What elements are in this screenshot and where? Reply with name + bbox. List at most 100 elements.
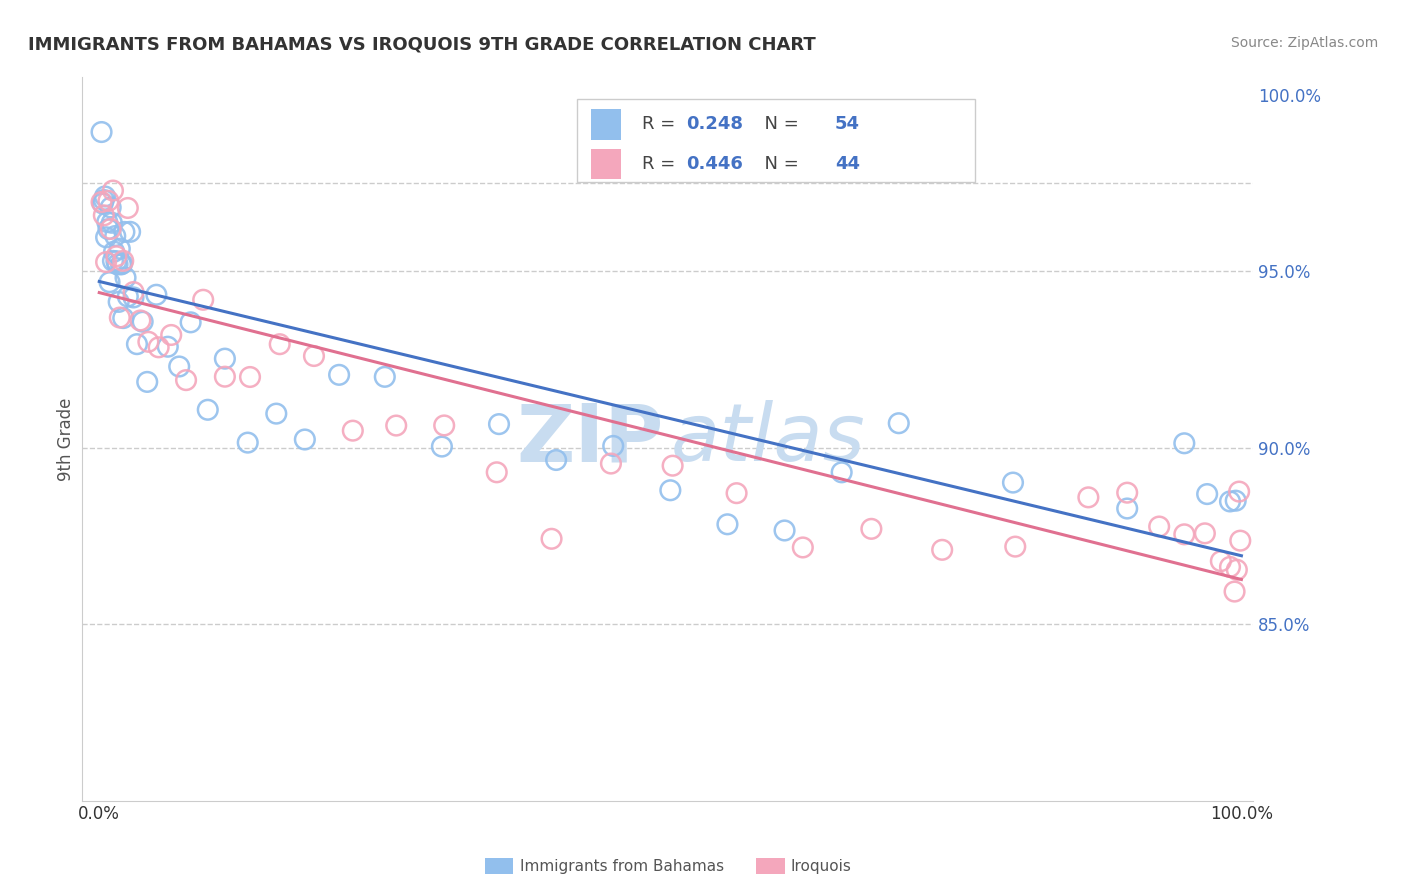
- Point: [1226, 563, 1249, 577]
- Point: [108, 242, 131, 256]
- Point: [1116, 501, 1139, 516]
- Point: [180, 315, 202, 329]
- Point: [1194, 526, 1216, 541]
- Point: [1227, 484, 1250, 499]
- Point: [167, 359, 190, 374]
- Point: [214, 351, 236, 366]
- Point: [197, 402, 219, 417]
- Point: [125, 337, 148, 351]
- FancyBboxPatch shape: [592, 149, 620, 179]
- Point: [716, 517, 738, 532]
- Point: [110, 257, 132, 271]
- Point: [101, 184, 124, 198]
- Point: [1004, 540, 1026, 554]
- Point: [98, 275, 121, 289]
- Point: [661, 458, 683, 473]
- Point: [193, 293, 215, 307]
- Point: [302, 349, 325, 363]
- Point: [1001, 475, 1024, 490]
- Point: [90, 195, 112, 210]
- Text: N =: N =: [754, 115, 804, 134]
- Text: 44: 44: [835, 155, 860, 173]
- Point: [546, 453, 568, 467]
- Y-axis label: 9th Grade: 9th Grade: [58, 397, 75, 481]
- Point: [1229, 533, 1251, 548]
- Point: [1223, 584, 1246, 599]
- Point: [1197, 487, 1219, 501]
- Point: [374, 369, 396, 384]
- Point: [100, 222, 122, 236]
- Point: [105, 254, 128, 268]
- Point: [266, 407, 288, 421]
- Point: [136, 375, 159, 389]
- Point: [860, 522, 883, 536]
- Text: R =: R =: [641, 155, 681, 173]
- Point: [112, 253, 135, 268]
- Point: [1209, 554, 1232, 568]
- Point: [1173, 527, 1195, 541]
- Point: [1219, 560, 1241, 574]
- Point: [100, 201, 122, 215]
- Point: [97, 222, 120, 236]
- Text: 54: 54: [835, 115, 860, 134]
- Point: [342, 424, 364, 438]
- Point: [773, 524, 796, 538]
- Point: [105, 249, 128, 263]
- Point: [117, 289, 139, 303]
- Point: [117, 201, 139, 215]
- Point: [145, 287, 167, 301]
- Text: IMMIGRANTS FROM BAHAMAS VS IROQUOIS 9TH GRADE CORRELATION CHART: IMMIGRANTS FROM BAHAMAS VS IROQUOIS 9TH …: [28, 36, 815, 54]
- Point: [94, 230, 117, 244]
- Text: Iroquois: Iroquois: [790, 859, 851, 873]
- Point: [174, 373, 197, 387]
- Point: [1173, 436, 1195, 450]
- Point: [97, 194, 120, 208]
- Point: [485, 465, 508, 479]
- Point: [540, 532, 562, 546]
- Point: [269, 337, 291, 351]
- Point: [1225, 493, 1247, 508]
- Point: [96, 215, 118, 229]
- Point: [160, 328, 183, 343]
- Point: [112, 311, 135, 326]
- Text: Immigrants from Bahamas: Immigrants from Bahamas: [520, 859, 724, 873]
- Point: [122, 290, 145, 304]
- Point: [156, 340, 179, 354]
- Point: [108, 310, 131, 325]
- Point: [1219, 494, 1241, 508]
- Point: [600, 457, 623, 471]
- Point: [107, 294, 129, 309]
- Point: [294, 433, 316, 447]
- Point: [433, 418, 456, 433]
- Point: [792, 541, 814, 555]
- Point: [114, 270, 136, 285]
- Point: [602, 439, 624, 453]
- Point: [93, 193, 115, 207]
- Point: [214, 369, 236, 384]
- Point: [103, 244, 125, 259]
- FancyBboxPatch shape: [592, 109, 620, 140]
- Point: [328, 368, 350, 382]
- Point: [131, 315, 153, 329]
- Point: [90, 125, 112, 139]
- Text: N =: N =: [754, 155, 804, 173]
- Point: [385, 418, 408, 433]
- Point: [138, 334, 160, 349]
- Point: [94, 189, 117, 203]
- Text: ZIP: ZIP: [517, 400, 664, 478]
- Text: 0.446: 0.446: [686, 155, 744, 173]
- Point: [236, 435, 259, 450]
- Point: [725, 486, 748, 500]
- Text: 0.248: 0.248: [686, 115, 744, 134]
- Text: R =: R =: [641, 115, 681, 134]
- Point: [122, 285, 145, 299]
- Point: [831, 465, 853, 479]
- Point: [94, 255, 117, 269]
- Point: [101, 253, 124, 268]
- Point: [112, 225, 135, 239]
- Point: [1077, 491, 1099, 505]
- Point: [148, 340, 170, 354]
- Point: [430, 440, 453, 454]
- Point: [111, 257, 134, 271]
- Point: [91, 196, 114, 211]
